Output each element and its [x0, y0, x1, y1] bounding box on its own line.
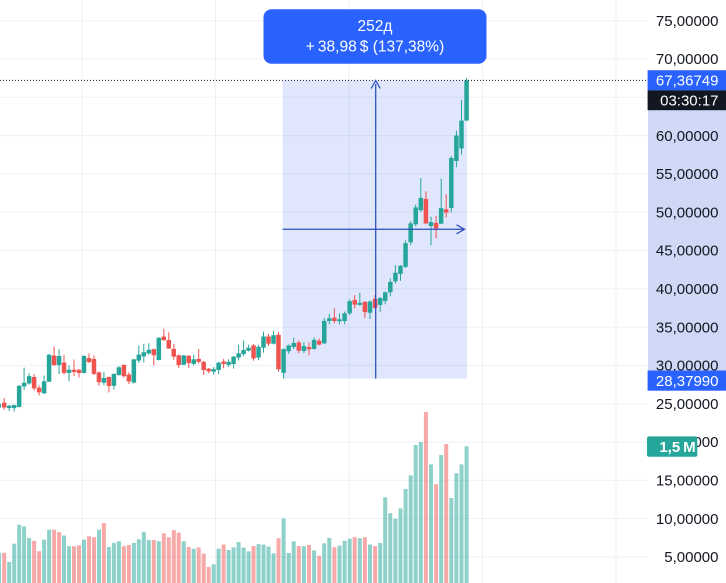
svg-text:28,37990: 28,37990: [656, 373, 719, 390]
svg-text:+ 38,98 $ (137,38%): + 38,98 $ (137,38%): [306, 39, 445, 56]
svg-text:30,00000: 30,00000: [656, 358, 719, 375]
svg-text:03:30:17: 03:30:17: [660, 92, 718, 109]
svg-text:35,00000: 35,00000: [656, 319, 719, 336]
svg-text:60,00000: 60,00000: [656, 128, 719, 145]
svg-text:40,00000: 40,00000: [656, 281, 719, 298]
svg-text:15,00000: 15,00000: [656, 473, 719, 490]
svg-text:5,00000: 5,00000: [664, 549, 718, 566]
svg-text:50,00000: 50,00000: [656, 204, 719, 221]
svg-text:45,00000: 45,00000: [656, 243, 719, 260]
svg-text:25,00000: 25,00000: [656, 396, 719, 413]
svg-text:1,5 M: 1,5 M: [659, 439, 695, 456]
svg-text:252д: 252д: [358, 18, 393, 35]
svg-text:55,00000: 55,00000: [656, 166, 719, 183]
svg-text:67,36749: 67,36749: [656, 73, 719, 90]
svg-text:70,00000: 70,00000: [656, 51, 719, 68]
svg-text:75,00000: 75,00000: [656, 13, 719, 30]
svg-text:10,00000: 10,00000: [656, 511, 719, 528]
